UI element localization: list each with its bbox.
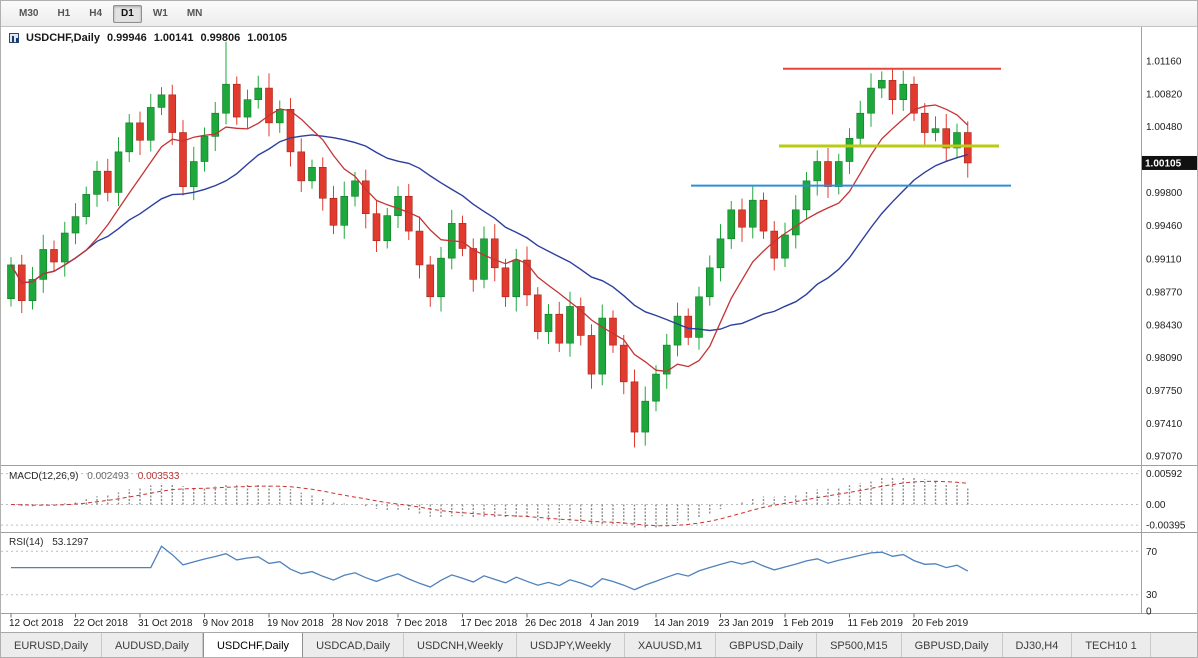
date-axis-label: 4 Jan 2019: [590, 618, 640, 629]
macd-axis-label: 0.00: [1146, 500, 1166, 511]
price-axis-label: 0.98430: [1146, 320, 1183, 331]
rsi-line: [11, 545, 969, 591]
date-axis-label: 17 Dec 2018: [461, 618, 518, 629]
date-axis-label: 12 Oct 2018: [9, 618, 64, 629]
chart-tab-audusd-daily[interactable]: AUDUSD,Daily: [102, 633, 203, 657]
date-axis-label: 1 Feb 2019: [783, 618, 834, 629]
date-axis-label: 22 Oct 2018: [74, 618, 129, 629]
date-axis-label: 14 Jan 2019: [654, 618, 709, 629]
timeframe-button-w1[interactable]: W1: [152, 7, 168, 19]
date-axis-label: 19 Nov 2018: [267, 618, 324, 629]
timeframe-toolbar: M30 H1 H4 D1 W1 MN: [1, 1, 1197, 27]
current-price-box: 1.00105: [1142, 155, 1197, 170]
ma-fast-line: [10, 104, 969, 373]
price-axis-label: 0.99110: [1146, 255, 1182, 266]
date-axis-label: 20 Feb 2019: [912, 618, 969, 629]
chart-tabs-bar: EURUSD,Daily AUDUSD,Daily USDCHF,Daily USDC…: [1, 632, 1197, 657]
price-axis-label: 0.98770: [1146, 287, 1183, 298]
price-axis-label: 0.97750: [1146, 386, 1183, 397]
chart-tab-usdchf-daily[interactable]: USDCHF,Daily: [202, 633, 304, 657]
rsi-axis-label: 30: [1146, 590, 1158, 601]
price-axis-label: 0.97070: [1146, 452, 1183, 463]
macd-axis-label: -0.00395: [1146, 521, 1186, 532]
price-axis-label: 1.00480: [1146, 122, 1183, 133]
timeframe-button-h1[interactable]: H1: [57, 7, 71, 19]
price-axis-label: 1.00820: [1146, 89, 1183, 100]
chart-tab-xauusd-m1[interactable]: XAUUSD,M1: [625, 633, 717, 657]
rsi-pane: 70 30 0: [1, 545, 1158, 618]
price-axis-label: 1.01160: [1146, 57, 1182, 68]
candles: [7, 41, 972, 448]
date-axis-label: 31 Oct 2018: [138, 618, 193, 629]
date-axis-label: 28 Nov 2018: [332, 618, 389, 629]
date-axis-label: 9 Nov 2018: [203, 618, 255, 629]
chart-tab-sp500-m15[interactable]: SP500,M15: [817, 633, 902, 657]
chart-tab-usdcad-daily[interactable]: USDCAD,Daily: [303, 633, 405, 657]
price-axis-label: 0.99800: [1146, 188, 1183, 199]
macd-pane: 0.00592 0.00 -0.00395: [1, 469, 1186, 532]
chart-window: 1.01160 1.00820 1.00480 0.99800 0.99460 0.991…: [1, 27, 1198, 632]
timeframe-button-h4[interactable]: H4: [89, 7, 103, 19]
chart-tab-usdjpy-weekly[interactable]: USDJPY,Weekly: [517, 633, 625, 657]
rsi-axis-label: 70: [1146, 547, 1158, 558]
price-axis-label: 0.97410: [1146, 419, 1183, 430]
chart-tab-tech10-1[interactable]: TECH10 1: [1072, 633, 1151, 657]
chart-tab-dj30-h4[interactable]: DJ30,H4: [1003, 633, 1073, 657]
chart-tab-gbpusd-daily[interactable]: GBPUSD,Daily: [902, 633, 1003, 657]
ma-slow-line: [10, 134, 968, 332]
macd-signal-line: [10, 480, 968, 527]
date-axis-label: 7 Dec 2018: [396, 618, 448, 629]
price-axis-label: 0.99460: [1146, 221, 1183, 232]
rsi-axis-label: 0: [1146, 607, 1152, 618]
price-axis[interactable]: 1.01160 1.00820 1.00480 0.99800 0.99460 0.991…: [1146, 57, 1183, 463]
timeframe-button-d1[interactable]: D1: [113, 4, 142, 23]
price-chart-canvas[interactable]: 1.01160 1.00820 1.00480 0.99800 0.99460 0.991…: [1, 27, 1198, 632]
timeframe-button-mn[interactable]: MN: [186, 7, 203, 19]
chart-tab-usdcnh-weekly[interactable]: USDCNH,Weekly: [404, 633, 518, 657]
date-axis-label: 11 Feb 2019: [848, 618, 904, 629]
price-axis-label: 0.98090: [1146, 353, 1183, 364]
chart-tab-gbpusd-daily[interactable]: GBPUSD,Daily: [716, 633, 818, 657]
timeframe-button-m30[interactable]: M30: [19, 7, 39, 19]
chart-tab-eurusd-daily[interactable]: EURUSD,Daily: [1, 633, 102, 657]
current-price-label: 1.00105: [1145, 158, 1182, 169]
date-axis[interactable]: 12 Oct 2018 22 Oct 2018 31 Oct 2018 9 Nov 2…: [9, 613, 969, 630]
macd-axis-label: 0.00592: [1146, 469, 1183, 480]
date-axis-label: 26 Dec 2018: [525, 618, 582, 629]
date-axis-label: 23 Jan 2019: [719, 618, 774, 629]
